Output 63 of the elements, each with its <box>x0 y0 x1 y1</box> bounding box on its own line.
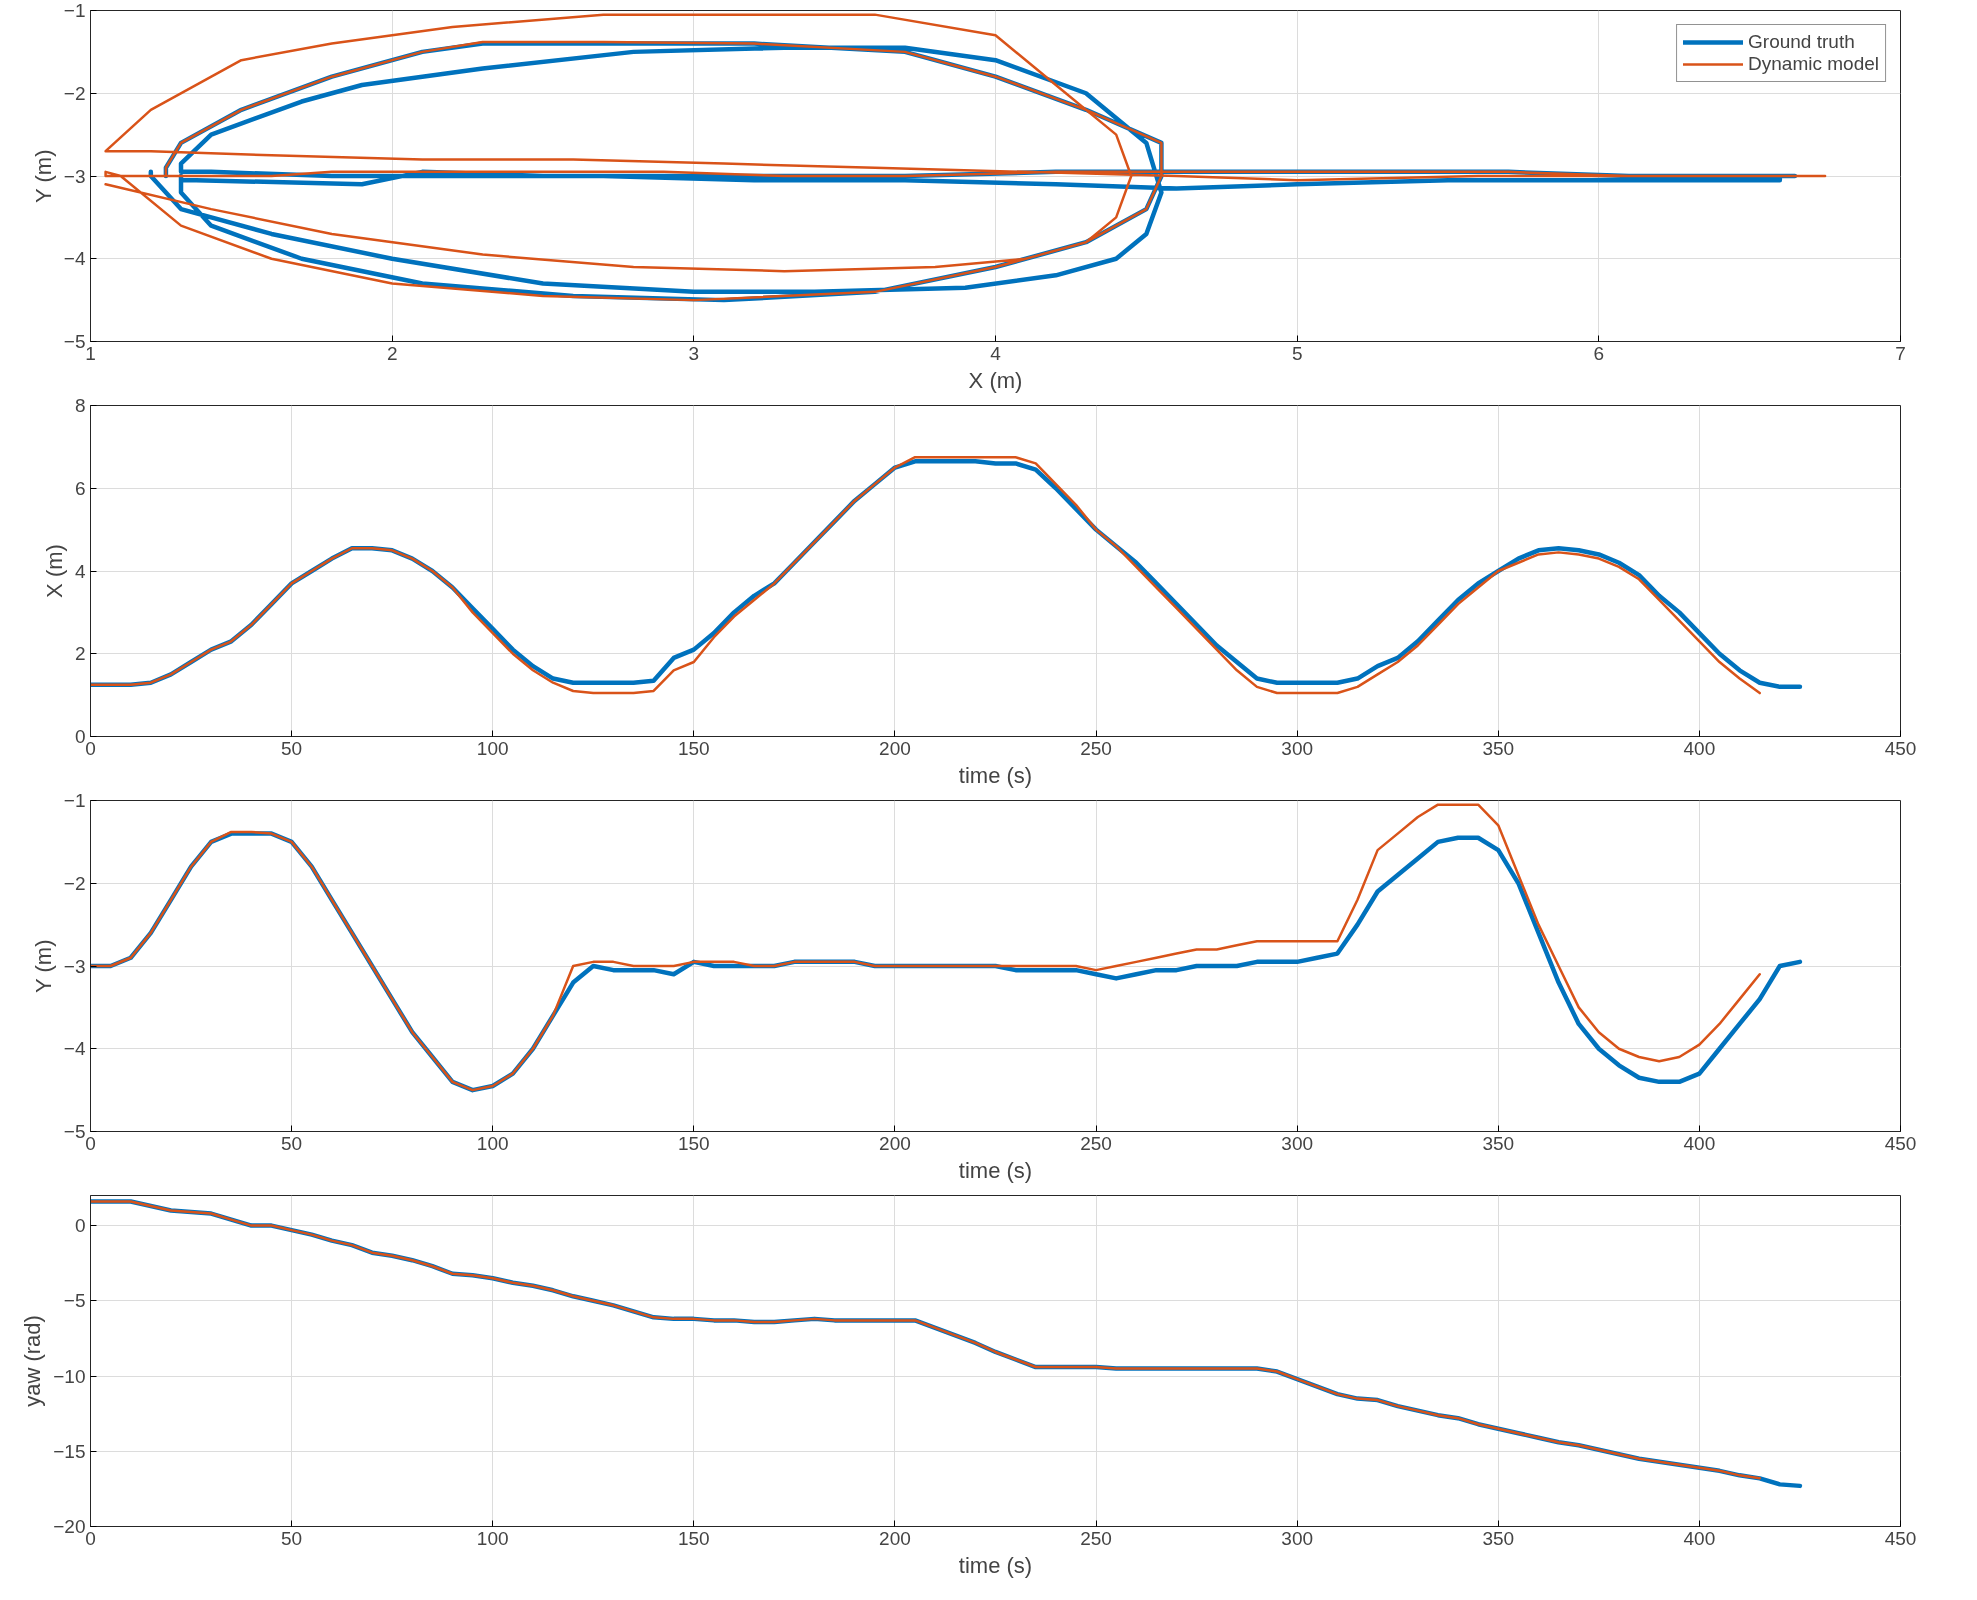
y-tick-label: −1 <box>63 0 86 21</box>
x-tick-label: 100 <box>476 1132 509 1154</box>
x-tick-label: 100 <box>476 737 509 759</box>
y-tick-label: −2 <box>63 872 86 894</box>
x-tick-label: 100 <box>476 1527 509 1549</box>
y-tick-label: 6 <box>74 477 86 499</box>
y-tick-label: 4 <box>74 560 86 582</box>
x-tick-label: 400 <box>1683 737 1716 759</box>
x-tick-label: 150 <box>677 737 710 759</box>
x-tick-label: 300 <box>1281 1132 1314 1154</box>
x-tick-label: 1 <box>85 342 96 364</box>
x-axis-title: time (s) <box>958 1552 1033 1578</box>
y-tick-label: −1 <box>63 790 86 811</box>
x-axis-title: time (s) <box>958 762 1033 788</box>
y-tick-label: −5 <box>63 331 86 352</box>
x-tick-label: 400 <box>1683 1527 1716 1549</box>
y-tick-label: −2 <box>63 82 86 104</box>
y-tick-label: −10 <box>53 1365 86 1387</box>
x-tick-label: 450 <box>1884 737 1917 759</box>
y-axis-title: Y (m) <box>30 939 56 993</box>
y-tick-label: −3 <box>63 165 86 187</box>
x-tick-label: 350 <box>1482 1132 1515 1154</box>
y-axis-title: Y (m) <box>30 149 56 203</box>
x-tick-label: 6 <box>1593 342 1605 364</box>
x-tick-label: 300 <box>1281 737 1314 759</box>
x-tick-label: 450 <box>1884 1132 1917 1154</box>
y-tick-label: −20 <box>53 1516 86 1537</box>
x-tick-label: 2 <box>386 342 398 364</box>
x-tick-label: 350 <box>1482 1527 1515 1549</box>
y-tick-label: −5 <box>63 1290 86 1312</box>
x-tick-label: 7 <box>1895 342 1906 364</box>
x-tick-label: 250 <box>1080 737 1112 759</box>
x-axis-title: X (m) <box>968 367 1023 393</box>
x-axis-title: time (s) <box>958 1157 1033 1183</box>
x-tick-label: 350 <box>1482 737 1515 759</box>
y-tick-label: −4 <box>63 1038 86 1060</box>
y-axis-title: yaw (rad) <box>20 1315 46 1407</box>
x-tick-label: 250 <box>1080 1132 1112 1154</box>
y-tick-label: −15 <box>53 1440 86 1462</box>
x-tick-label: 150 <box>677 1132 710 1154</box>
x-tick-label: 250 <box>1080 1527 1112 1549</box>
x-tick-label: 300 <box>1281 1527 1314 1549</box>
x-tick-label: 200 <box>879 1132 911 1154</box>
x-tick-label: 200 <box>879 1527 911 1549</box>
y-axis-title: X (m) <box>41 544 67 598</box>
y-tick-label: 0 <box>74 1215 86 1237</box>
x-tick-label: 4 <box>990 342 1002 364</box>
y-tick-label: −4 <box>63 248 86 270</box>
x-tick-label: 3 <box>688 342 700 364</box>
y-tick-label: 2 <box>74 643 86 665</box>
x-tick-label: 50 <box>281 1132 303 1154</box>
y-tick-label: −3 <box>63 955 86 977</box>
x-tick-label: 5 <box>1291 342 1303 364</box>
x-tick-label: 400 <box>1683 1132 1716 1154</box>
x-tick-label: 150 <box>677 1527 710 1549</box>
legend-label: Ground truth <box>1748 31 1855 53</box>
y-tick-label: 8 <box>74 395 86 416</box>
x-tick-label: 50 <box>281 1527 303 1549</box>
x-tick-label: 450 <box>1884 1527 1917 1549</box>
legend-label: Dynamic model <box>1748 53 1879 75</box>
x-tick-label: 50 <box>281 737 303 759</box>
y-tick-label: −5 <box>63 1121 86 1142</box>
x-tick-label: 200 <box>879 737 911 759</box>
